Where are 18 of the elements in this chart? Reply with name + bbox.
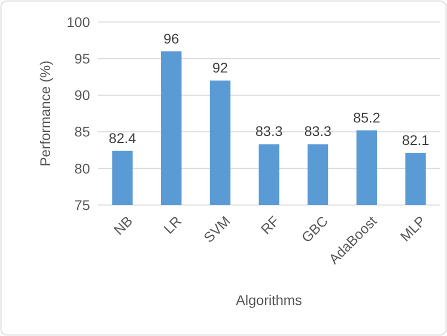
y-tick-label: 75 [74,196,90,213]
data-label: 85.2 [353,109,381,126]
y-tick-label: 90 [74,87,90,104]
y-tick-label: 80 [74,160,90,176]
data-label: 82.4 [108,130,136,146]
data-label: 83.3 [255,123,283,140]
x-axis-title: Algorithms [236,292,302,308]
x-tick-label: RF [258,212,282,238]
y-tick-label: 95 [74,50,90,66]
x-tick-label: LR [160,212,184,237]
y-axis-title: Performance (%) [37,60,53,166]
x-tick-label: NB [110,212,136,238]
data-label: 96 [163,30,180,46]
data-label: 92 [212,60,228,76]
y-tick-label: 85 [74,124,90,140]
y-tick-label: 100 [66,14,90,30]
data-label: 83.3 [304,123,332,140]
data-label: 82.1 [402,132,430,148]
